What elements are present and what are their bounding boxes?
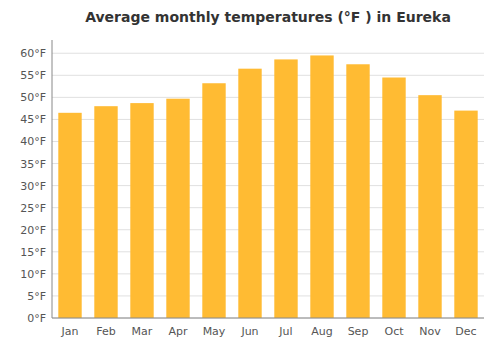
x-tick-label: Nov — [419, 325, 441, 338]
bar — [166, 99, 189, 318]
x-tick-label: Dec — [455, 325, 476, 338]
grid-line — [52, 318, 484, 319]
y-tick-label: 40°F — [20, 135, 46, 148]
y-tick-label: 20°F — [20, 224, 46, 237]
bar — [58, 113, 81, 318]
y-axis-line — [52, 40, 53, 318]
bar — [346, 64, 369, 318]
x-tick-label: Aug — [311, 325, 332, 338]
chart-title: Average monthly temperatures (°F ) in Eu… — [85, 9, 451, 25]
y-tick-label: 55°F — [20, 69, 46, 82]
bar — [94, 106, 117, 318]
bar — [130, 103, 153, 318]
bars — [58, 55, 477, 318]
x-tick-label: Mar — [132, 325, 153, 338]
x-axis: Jan Feb Mar Apr May Jun Jul Aug Sep Oct Nov Dec — [52, 318, 484, 338]
x-tick-label: Jan — [61, 325, 79, 338]
x-tick-label: Feb — [96, 325, 115, 338]
x-tick-label: Oct — [384, 325, 404, 338]
y-tick-label: 25°F — [20, 202, 46, 215]
x-tick-label: Jun — [240, 325, 258, 338]
x-tick-label: May — [203, 325, 226, 338]
y-tick-label: 50°F — [20, 91, 46, 104]
bar — [238, 69, 261, 318]
bar — [274, 59, 297, 318]
chart-container: Average monthly temperatures (°F ) in Eu… — [0, 0, 500, 350]
x-tick-label: Jul — [278, 325, 292, 338]
x-tick-label: Apr — [168, 325, 188, 338]
y-tick-label: 5°F — [27, 290, 46, 303]
page: {"chart_data": {"type": "bar", "title": … — [0, 0, 500, 350]
bar — [418, 95, 441, 318]
y-tick-label: 35°F — [20, 158, 46, 171]
bar — [202, 83, 225, 318]
y-tick-label: 0°F — [27, 312, 46, 325]
y-tick-label: 15°F — [20, 246, 46, 259]
bar — [310, 55, 333, 318]
chart-svg: Average monthly temperatures (°F ) in Eu… — [0, 0, 500, 350]
y-grid — [52, 53, 484, 318]
y-tick-label: 10°F — [20, 268, 46, 281]
x-tick-label: Sep — [348, 325, 369, 338]
grid-line — [52, 53, 484, 54]
y-tick-label: 30°F — [20, 180, 46, 193]
y-axis: 0°F 5°F 10°F 15°F 20°F 25°F 30°F 35°F 40°F 45°F 50… — [20, 40, 52, 325]
y-tick-label: 60°F — [20, 47, 46, 60]
bar — [454, 111, 477, 318]
y-tick-label: 45°F — [20, 113, 46, 126]
x-axis-line — [52, 318, 484, 319]
grid-line — [52, 75, 484, 76]
bar — [382, 78, 405, 318]
